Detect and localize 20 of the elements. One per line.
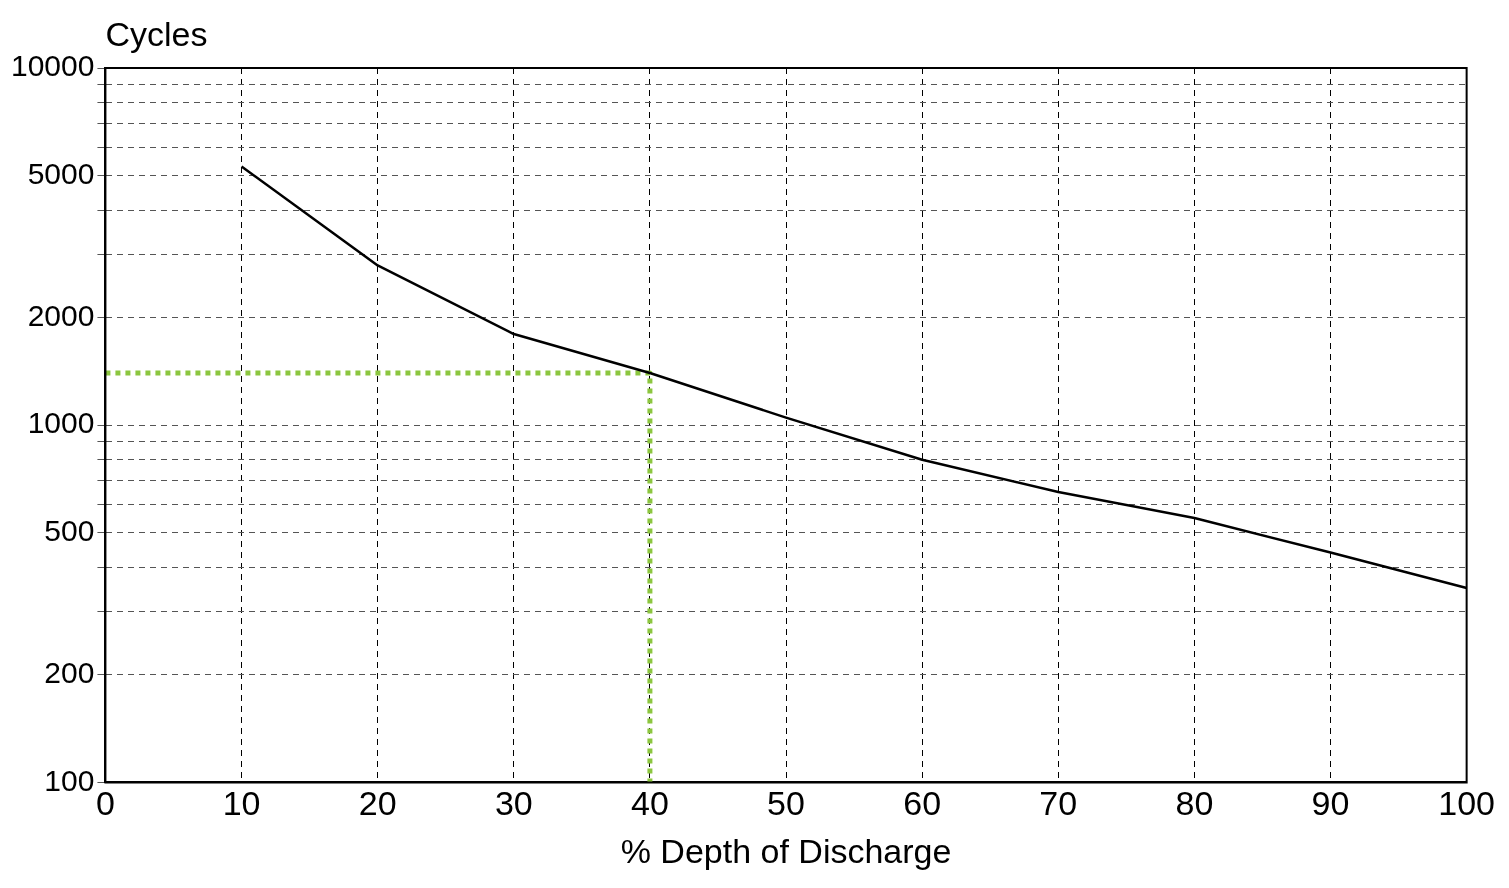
x-tick-label: 40 bbox=[630, 784, 669, 823]
x-tick-label: 60 bbox=[903, 784, 942, 823]
x-axis-title: % Depth of Discharge bbox=[620, 831, 952, 870]
x-tick-label: 50 bbox=[767, 784, 805, 823]
y-tick-label: 2000 bbox=[27, 298, 95, 332]
y-axis-title: Cycles bbox=[105, 15, 208, 54]
x-tick-label: 80 bbox=[1175, 784, 1214, 823]
y-tick-label: 10000 bbox=[10, 49, 95, 83]
y-tick-label: 200 bbox=[44, 656, 95, 690]
y-tick-label: 100 bbox=[44, 763, 95, 797]
x-tick-label: 90 bbox=[1311, 784, 1350, 823]
x-tick-label: 0 bbox=[95, 784, 115, 823]
y-tick-label: 5000 bbox=[27, 156, 95, 190]
x-tick-label: 100 bbox=[1438, 784, 1495, 823]
x-tick-label: 20 bbox=[358, 784, 397, 823]
x-tick-label: 70 bbox=[1039, 784, 1078, 823]
x-tick-label: 10 bbox=[222, 784, 261, 823]
y-tick-label: 500 bbox=[44, 513, 95, 547]
x-tick-label: 30 bbox=[494, 784, 533, 823]
y-tick-label: 1000 bbox=[27, 406, 95, 440]
